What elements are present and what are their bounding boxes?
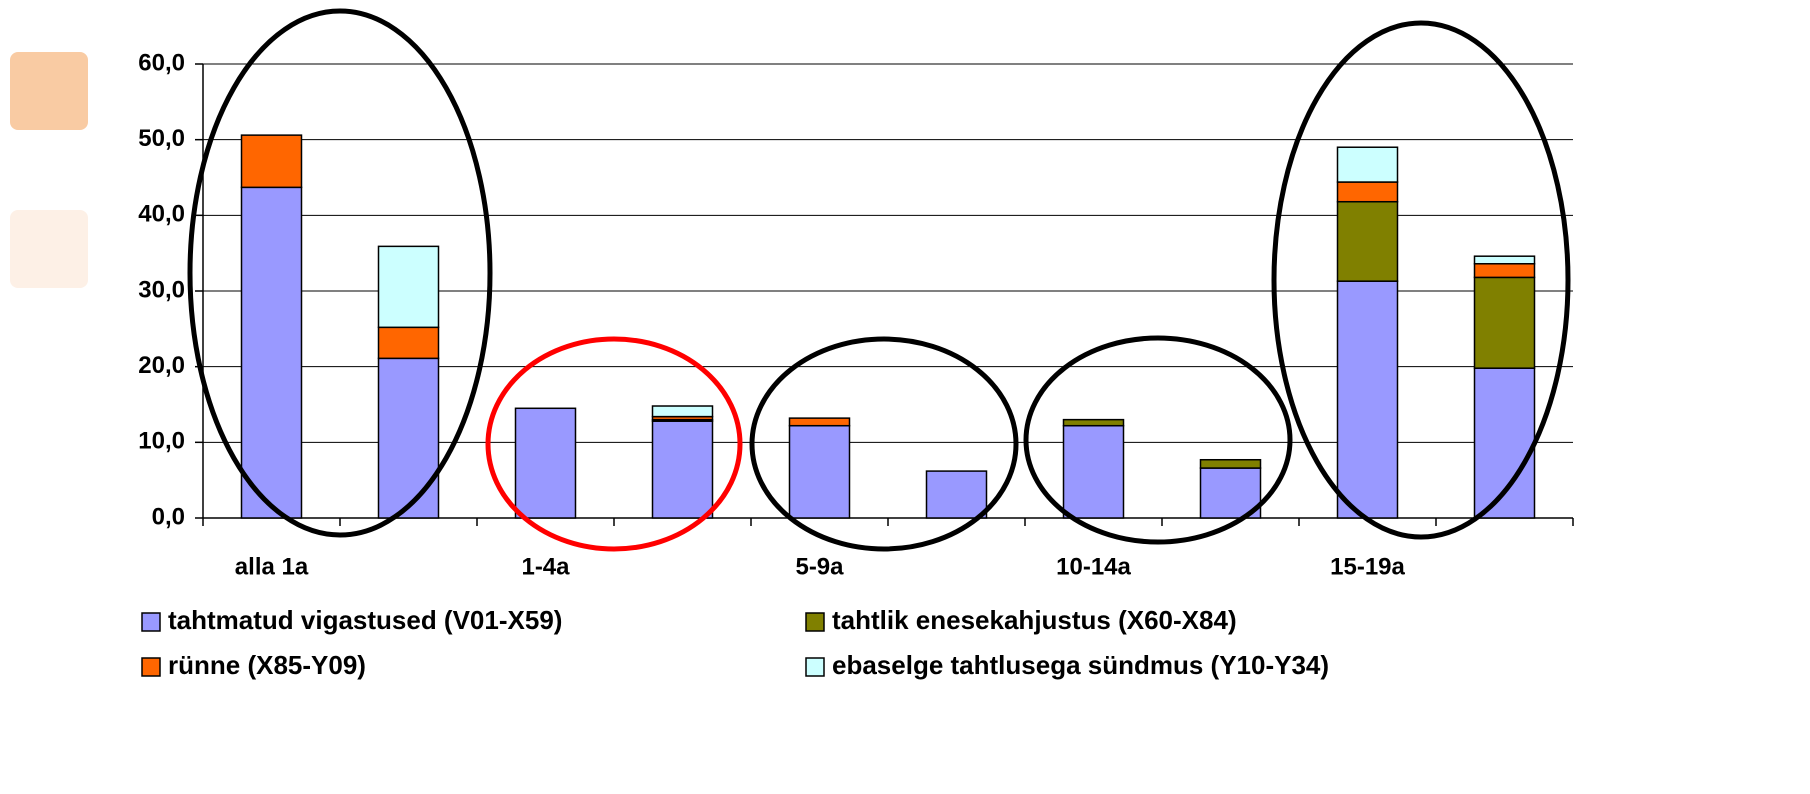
highlight-ellipse <box>749 336 1019 552</box>
bar-segment <box>1473 263 1536 279</box>
legend-swatch <box>141 657 161 677</box>
bar-segment <box>1336 200 1399 282</box>
bar-segment <box>788 424 851 519</box>
y-tick-label: 30,0 <box>138 276 185 303</box>
plot: 0,0 10,0 20,0 30,0 40,0 50,0 60,0 alla 1a 1-4a 5-… <box>138 49 1574 680</box>
bar-segment <box>377 326 440 360</box>
bar-segment <box>1336 181 1399 203</box>
highlights <box>187 8 1571 552</box>
x-tick-label: 10-14a <box>1056 553 1131 580</box>
bar-segment <box>1336 280 1399 519</box>
y-tick-label: 40,0 <box>138 201 185 228</box>
x-tick-label: alla 1a <box>235 553 309 580</box>
legend-label: tahtlik enesekahjustus (X60-X84) <box>832 605 1237 635</box>
bar-segment <box>1473 276 1536 369</box>
legend-label: ebaselge tahtlusega sündmus (Y10-Y34) <box>832 650 1329 680</box>
legend-swatch <box>141 612 161 632</box>
highlight-ellipse <box>1271 20 1571 540</box>
bar-segment <box>240 134 303 189</box>
highlight-ellipse <box>485 336 743 552</box>
bar-segment <box>240 186 303 519</box>
x-tick-label: 15-19a <box>1330 553 1405 580</box>
bar-segment <box>514 407 577 519</box>
y-tick-label: 0,0 <box>152 503 185 530</box>
x-tick-label: 1-4a <box>521 553 570 580</box>
highlight-ellipse <box>187 8 493 538</box>
x-tick-label: 5-9a <box>795 553 844 580</box>
bar-segment <box>651 420 714 519</box>
legend-label: tahtmatud vigastused (V01-X59) <box>168 605 562 635</box>
decor-square <box>10 52 88 130</box>
y-tick-label: 20,0 <box>138 352 185 379</box>
bar-segment <box>1473 255 1536 265</box>
bar-segment <box>1062 418 1125 427</box>
legend-swatch <box>805 612 825 632</box>
bar-segment <box>1062 424 1125 519</box>
y-tick-label: 60,0 <box>138 49 185 76</box>
bar-segment <box>1473 367 1536 519</box>
y-tick-label: 50,0 <box>138 125 185 152</box>
legend-swatch <box>805 657 825 677</box>
bar-segment <box>377 357 440 519</box>
y-tick-label: 10,0 <box>138 428 185 455</box>
bar-segment <box>925 470 988 519</box>
highlight-ellipse <box>1023 335 1293 545</box>
bar-segment <box>1199 458 1262 469</box>
bar-segment <box>651 405 714 418</box>
legend-label: rünne (X85-Y09) <box>168 650 366 680</box>
bar-segment <box>1336 146 1399 183</box>
bar-segment <box>788 417 851 427</box>
bar-segment <box>377 245 440 329</box>
decor-square <box>10 210 88 288</box>
